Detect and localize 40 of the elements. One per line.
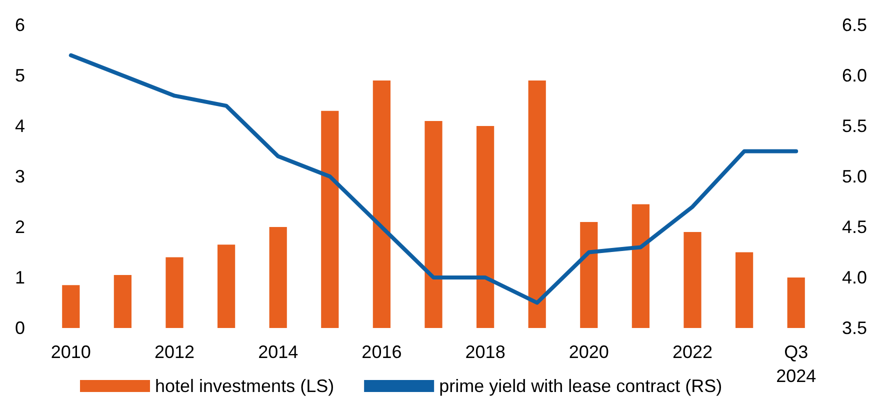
y2-tick-label: 5.5 [842,116,868,136]
y-tick-label: 5 [14,66,25,86]
line-series [68,53,798,305]
bar [372,80,391,328]
bar [476,126,494,328]
y-tick-label: 4 [14,116,25,136]
x-tick-label: 2020 [568,342,609,362]
bar [528,80,546,328]
y-tick-label: 6 [14,15,25,35]
x-tick-label: 2012 [154,342,195,362]
x-tick-label: 2018 [465,342,506,362]
y-tick-label: 3 [14,166,25,186]
bar [787,278,805,328]
bar [166,257,184,328]
x-tick-label: 2016 [362,342,402,362]
y2-tick-label: 6.0 [842,66,868,86]
y2-tick-label: 3.5 [842,318,868,338]
bar [684,232,702,328]
y2-tick-label: 6.5 [842,15,868,35]
x-tick-label: Q3 2024 [776,342,816,386]
bar [62,285,80,328]
y-tick-label: 2 [14,217,25,237]
bar [424,120,442,328]
y2-tick-label: 4.5 [842,217,868,237]
bar [632,204,650,328]
x-tick-label: 2014 [258,342,298,362]
legend-label: prime yield with lease contract (RS) [439,376,722,396]
bar [321,110,339,328]
y2-tick-label: 4.0 [842,268,868,288]
y-tick-label: 1 [14,268,25,288]
bar [114,274,132,328]
bar [580,222,598,328]
bar [735,252,754,328]
legend-label: hotel investments (LS) [155,376,334,396]
y-tick-label: 0 [14,318,25,338]
x-tick-label: 2022 [672,342,713,362]
bar [269,227,287,328]
x-tick-label: 2010 [50,342,91,362]
y2-tick-label: 5.0 [842,166,868,186]
bar [217,244,236,328]
